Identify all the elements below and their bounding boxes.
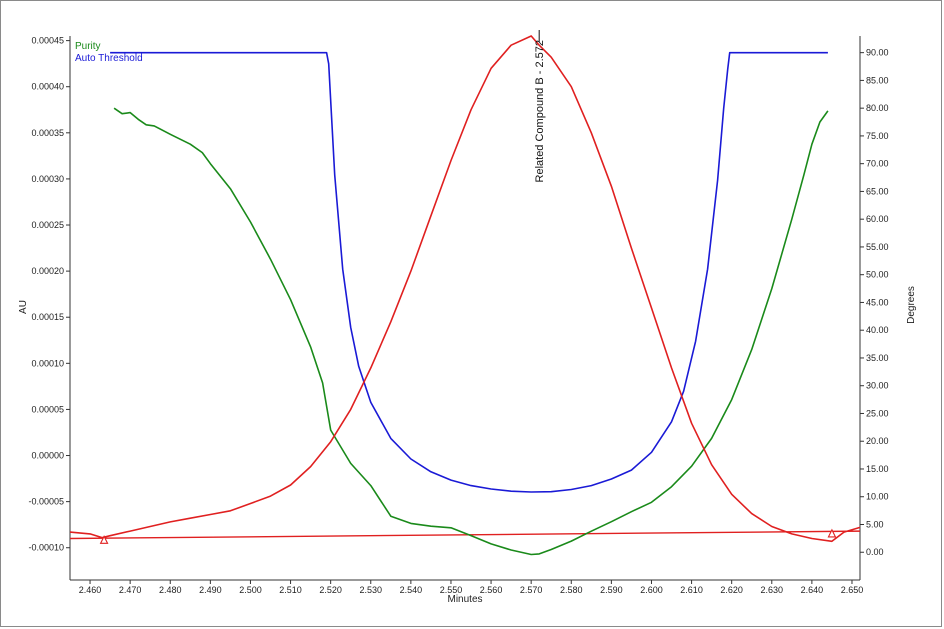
x-tick-label: 2.610 (680, 585, 703, 595)
y-tick-label: -0.00010 (28, 543, 64, 553)
x-tick-label: 2.570 (520, 585, 543, 595)
baseline-layer (69, 530, 861, 540)
y2-tick-label: 80.00 (866, 103, 889, 113)
x-tick-label: 2.540 (400, 585, 423, 595)
x-tick-label: 2.500 (239, 585, 262, 595)
series-chromatogram (69, 35, 861, 543)
y2-tick-label: 20.00 (866, 436, 889, 446)
peak-label: Related Compound B - 2.572 (534, 40, 546, 182)
y-tick-label: 0.00045 (31, 36, 64, 46)
y2-tick-label: 25.00 (866, 408, 889, 418)
marker-layer (99, 528, 837, 544)
y-tick-label: 0.00040 (31, 82, 64, 92)
y-tick-label: 0.00030 (31, 174, 64, 184)
series-layer (69, 35, 861, 556)
y2-tick-label: 50.00 (866, 270, 889, 280)
baseline-line (69, 530, 861, 540)
y-tick-label: 0.00005 (31, 404, 64, 414)
y-tick-label: -0.00005 (28, 497, 64, 507)
x-tick-label: 2.530 (359, 585, 382, 595)
y-tick-label: 0.00000 (31, 451, 64, 461)
y2-tick-label: 85.00 (866, 75, 889, 85)
series-auto-threshold (110, 51, 828, 493)
label-layer: Related Compound B - 2.572 (534, 30, 546, 182)
legend-purity: Purity (75, 41, 101, 52)
x-axis-title: Minutes (447, 594, 482, 605)
baseline-marker (99, 535, 109, 544)
x-tick-label: 2.480 (159, 585, 182, 595)
y2-tick-label: 10.00 (866, 492, 889, 502)
y2-tick-label: 55.00 (866, 242, 889, 252)
x-tick-label: 2.490 (199, 585, 222, 595)
y-tick-label: 0.00020 (31, 266, 64, 276)
legend-auto-threshold: Auto Threshold (75, 53, 143, 64)
y2-tick-label: 90.00 (866, 48, 889, 58)
y2-tick-label: 75.00 (866, 131, 889, 141)
x-tick-label: 2.520 (319, 585, 342, 595)
x-tick-label: 2.580 (560, 585, 583, 595)
y2-tick-label: 40.00 (866, 325, 889, 335)
x-tick-label: 2.510 (279, 585, 302, 595)
y2-tick-label: 5.00 (866, 519, 884, 529)
x-tick-label: 2.620 (720, 585, 743, 595)
y2-tick-label: 15.00 (866, 464, 889, 474)
y2-tick-label: 45.00 (866, 297, 889, 307)
y2-tick-label: 0.00 (866, 547, 884, 557)
series-purity (113, 107, 829, 556)
y-tick-label: 0.00010 (31, 358, 64, 368)
x-tick-label: 2.590 (600, 585, 623, 595)
y-tick-label: 0.00025 (31, 220, 64, 230)
y2-tick-label: 35.00 (866, 353, 889, 363)
y2-tick-label: 65.00 (866, 186, 889, 196)
y2-tick-label: 70.00 (866, 159, 889, 169)
y2-tick-label: 30.00 (866, 381, 889, 391)
x-tick-label: 2.470 (119, 585, 142, 595)
y-tick-label: 0.00015 (31, 312, 64, 322)
x-tick-label: 2.650 (841, 585, 864, 595)
axes-layer: 2.460 2.470 2.480 2.490 2.500 2.510 2.520 2.530… (28, 36, 888, 595)
x-tick-label: 2.630 (761, 585, 784, 595)
x-tick-label: 2.640 (801, 585, 824, 595)
y-axis-title: AU (18, 300, 29, 314)
x-tick-label: 2.600 (640, 585, 663, 595)
baseline-marker (827, 528, 837, 538)
x-tick-label: 2.550 (440, 585, 463, 595)
y2-axis-title: Degrees (906, 286, 917, 324)
y-tick-label: 0.00035 (31, 128, 64, 138)
y2-tick-label: 60.00 (866, 214, 889, 224)
x-tick-label: 2.560 (480, 585, 503, 595)
x-tick-label: 2.460 (79, 585, 102, 595)
